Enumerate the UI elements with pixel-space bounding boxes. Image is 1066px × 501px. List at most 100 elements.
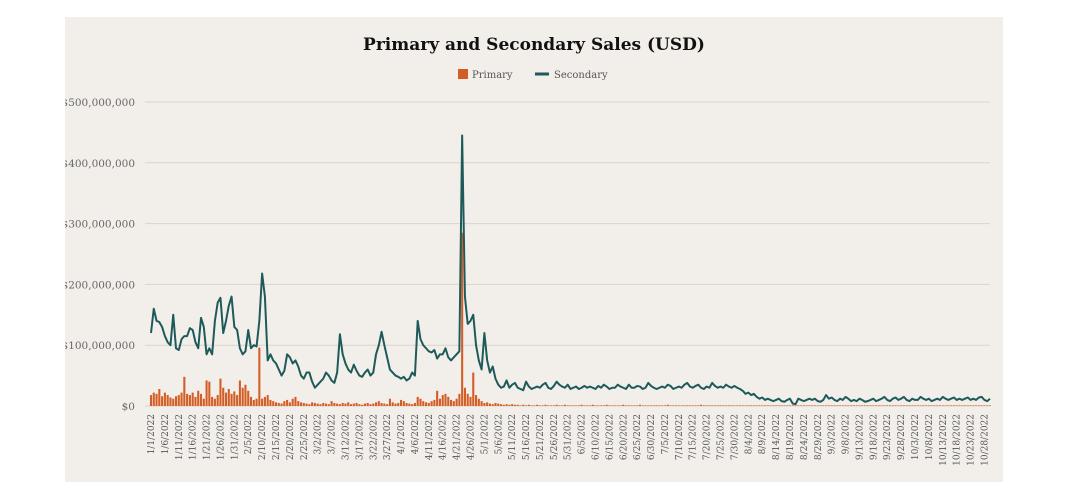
primary-bar (349, 404, 353, 406)
primary-bar (747, 405, 750, 406)
primary-bar (430, 401, 433, 406)
primary-bar (219, 378, 222, 406)
primary-bar (563, 404, 566, 406)
x-tick-label: 8/4/2022 (744, 414, 754, 454)
primary-bar (477, 398, 480, 406)
primary-bar (436, 390, 439, 406)
primary-bar (252, 399, 255, 406)
primary-bar (186, 393, 189, 406)
primary-bar (930, 405, 933, 406)
primary-bar (775, 405, 778, 406)
primary-bar (597, 405, 600, 406)
primary-bar (972, 405, 975, 406)
primary-bar (466, 393, 469, 406)
primary-bar (366, 402, 369, 406)
primary-bar (194, 396, 197, 406)
primary-bar (905, 405, 908, 406)
primary-bar (230, 393, 233, 406)
primary-bar (763, 405, 767, 406)
x-tick-label: 8/19/2022 (786, 414, 796, 460)
primary-bar (633, 405, 636, 406)
primary-bar (894, 405, 897, 406)
x-tick-label: 2/25/2022 (300, 414, 310, 460)
x-tick-label: 9/18/2022 (869, 414, 879, 460)
primary-bar (805, 405, 808, 406)
x-tick-label: 6/10/2022 (592, 414, 602, 460)
primary-bar (975, 405, 978, 406)
primary-bar (772, 405, 775, 406)
gridlines (145, 101, 990, 407)
primary-bar (533, 405, 536, 406)
primary-bar (211, 396, 214, 406)
primary-bar (844, 405, 847, 406)
primary-bar (216, 395, 219, 406)
primary-bar (172, 398, 175, 406)
primary-bar (497, 403, 500, 406)
primary-bar (386, 404, 389, 406)
primary-bar (341, 402, 344, 406)
primary-bar (191, 392, 194, 406)
primary-bar (494, 402, 497, 406)
primary-bar (630, 405, 633, 406)
primary-bar (444, 393, 447, 406)
primary-bar (161, 396, 164, 406)
primary-bar (705, 405, 708, 406)
primary-bar (791, 405, 794, 406)
primary-bar (555, 404, 558, 406)
primary-bar (830, 405, 833, 406)
primary-bar (566, 405, 569, 406)
legend: Primary Secondary (458, 69, 608, 81)
primary-bar (183, 376, 186, 406)
primary-bar (508, 404, 511, 406)
primary-bar (500, 404, 503, 406)
primary-bar (808, 405, 811, 406)
primary-bar (155, 393, 158, 406)
primary-bar (547, 405, 550, 406)
primary-bar (811, 405, 814, 406)
x-tick-label: 4/16/2022 (439, 414, 449, 460)
primary-bar (608, 405, 611, 406)
primary-bar (922, 405, 925, 406)
primary-bar (199, 393, 203, 406)
primary-bar (675, 405, 678, 406)
primary-bar (516, 404, 519, 406)
primary-bar (244, 384, 247, 406)
x-tick-label: 1/31/2022 (230, 414, 240, 460)
x-tick-label: 3/27/2022 (383, 414, 393, 460)
primary-bar (983, 405, 986, 406)
primary-bar (883, 405, 886, 406)
primary-bar (261, 398, 264, 406)
x-tick-label: 4/11/2022 (425, 414, 435, 460)
primary-bar (269, 399, 272, 406)
primary-bar (249, 396, 253, 406)
x-tick-label: 3/17/2022 (355, 414, 365, 460)
primary-bar (825, 405, 828, 406)
primary-bar (744, 405, 747, 406)
x-tick-label: 1/21/2022 (203, 414, 213, 460)
primary-bar (888, 405, 892, 406)
primary-bar (697, 405, 700, 406)
primary-bar (280, 403, 283, 406)
primary-bar (525, 405, 528, 406)
primary-bar (694, 405, 697, 406)
x-tick-label: 1/6/2022 (161, 414, 171, 454)
x-tick-label: 4/26/2022 (466, 414, 476, 460)
x-tick-label: 2/20/2022 (286, 414, 296, 460)
y-tick-label: $100,000,000 (65, 340, 135, 352)
primary-bar (850, 405, 853, 406)
x-tick-label: 5/1/2022 (480, 414, 490, 454)
legend-label-secondary: Secondary (554, 70, 608, 81)
primary-bar (813, 405, 817, 406)
primary-bar (672, 405, 675, 406)
x-tick-label: 8/29/2022 (814, 414, 824, 460)
primary-bar (580, 404, 583, 406)
x-tick-label: 1/11/2022 (175, 414, 185, 460)
x-tick-label: 10/28/2022 (980, 414, 990, 466)
y-tick-label: $0 (122, 401, 135, 413)
primary-bar (344, 403, 347, 406)
chart-panel: Primary and Secondary Sales (USD) Primar… (65, 17, 1003, 482)
x-tick-label: 7/20/2022 (703, 414, 713, 460)
x-axis: 1/1/2022 1/6/2022 1/11/2022 1/16/2022 1/21/2… (147, 414, 990, 466)
y-tick-label: $200,000,000 (65, 279, 135, 291)
primary-bar (383, 403, 386, 406)
